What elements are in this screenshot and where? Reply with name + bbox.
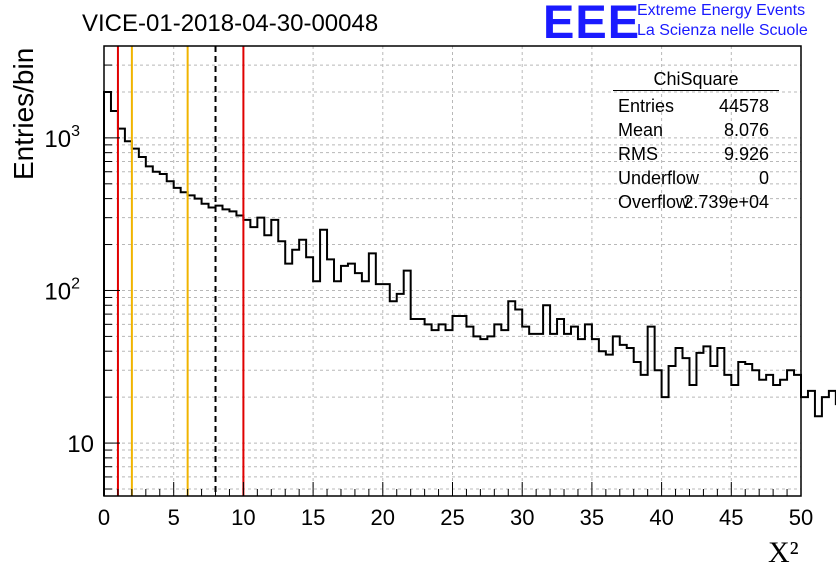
stats-row-overflow: Overflow 2.739e+04	[613, 190, 779, 214]
x-tick-label: 50	[789, 505, 813, 530]
chart-title: VICE-01-2018-04-30-00048	[82, 10, 379, 37]
stats-row-underflow: Underflow 0	[613, 166, 779, 190]
stats-label: Mean	[618, 120, 664, 140]
stats-row-rms: RMS 9.926	[613, 142, 779, 166]
stats-value: 44578	[718, 96, 769, 116]
stats-label: RMS	[618, 144, 658, 164]
stats-value: 2.739e+04	[683, 192, 769, 212]
x-tick-label: 10	[231, 505, 255, 530]
stats-row-entries: Entries 44578	[613, 94, 779, 118]
x-tick-label: 5	[168, 505, 180, 530]
x-tick-label: 40	[649, 505, 673, 530]
stats-label: Entries	[618, 96, 675, 116]
x-tick-label: 15	[301, 505, 325, 530]
stats-value: 0	[758, 168, 769, 188]
x-tick-label: 25	[440, 505, 464, 530]
stats-value: 8.076	[723, 120, 769, 140]
stats-row-mean: Mean 8.076	[613, 118, 779, 142]
stats-label: Underflow	[618, 168, 700, 188]
logo-line-1: Extreme Energy Events	[637, 2, 806, 19]
x-tick-label: 20	[371, 505, 395, 530]
stats-label: Overflow	[618, 192, 690, 212]
x-axis-label: X²	[768, 536, 799, 569]
y-tick-label: 10	[67, 431, 94, 458]
y-tick-label: 102	[44, 275, 80, 305]
x-tick-label: 30	[510, 505, 534, 530]
y-tick-label: 103	[44, 123, 80, 153]
logo-line-2: La Scienza nelle Scuole	[637, 22, 808, 39]
stats-box: ChiSquare Entries 44578 Mean 8.076 RMS 9…	[613, 68, 779, 214]
histogram-series	[103, 90, 836, 496]
x-tick-label: 0	[98, 505, 110, 530]
x-tick-label: 45	[719, 505, 743, 530]
y-axis-label: Entries/bin	[8, 47, 39, 180]
eee-logo-mark: EEE	[543, 0, 641, 48]
x-tick-label: 35	[580, 505, 604, 530]
stats-title: ChiSquare	[613, 68, 779, 91]
stats-value: 9.926	[723, 144, 769, 164]
